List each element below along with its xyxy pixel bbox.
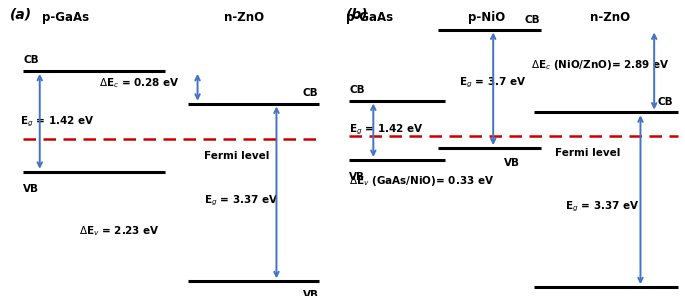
Text: p-NiO: p-NiO [468,11,505,24]
Text: Fermi level: Fermi level [555,148,620,158]
Text: $\Delta$E$_c$ = 0.28 eV: $\Delta$E$_c$ = 0.28 eV [99,76,179,90]
Text: n-ZnO: n-ZnO [223,11,264,24]
Text: $\Delta$E$_v$ (GaAs/NiO)= 0.33 eV: $\Delta$E$_v$ (GaAs/NiO)= 0.33 eV [349,173,495,188]
Text: E$_g$ = 1.42 eV: E$_g$ = 1.42 eV [20,114,95,128]
Text: CB: CB [23,55,39,65]
Text: CB: CB [349,85,365,95]
Text: (a): (a) [10,7,32,21]
Text: Fermi level: Fermi level [204,151,269,161]
Text: CB: CB [303,88,319,98]
Text: E$_g$ = 3.37 eV: E$_g$ = 3.37 eV [565,200,639,214]
Text: $\Delta$E$_v$ = 2.23 eV: $\Delta$E$_v$ = 2.23 eV [79,224,160,238]
Text: $\Delta$E$_c$ (NiO/ZnO)= 2.89 eV: $\Delta$E$_c$ (NiO/ZnO)= 2.89 eV [531,58,669,72]
Text: VB: VB [503,158,519,168]
Text: VB: VB [349,172,365,182]
Text: CB: CB [658,96,673,107]
Text: p-GaAs: p-GaAs [42,11,90,24]
Text: E$_g$ = 1.42 eV: E$_g$ = 1.42 eV [349,123,423,137]
Text: n-ZnO: n-ZnO [590,11,630,24]
Text: VB: VB [303,290,319,296]
Text: p-GaAs: p-GaAs [347,11,393,24]
Text: E$_g$ = 3.37 eV: E$_g$ = 3.37 eV [204,194,278,208]
Text: E$_g$ = 3.7 eV: E$_g$ = 3.7 eV [459,76,526,90]
Text: CB: CB [524,15,540,25]
Text: VB: VB [23,184,39,194]
Text: (b): (b) [346,7,369,21]
